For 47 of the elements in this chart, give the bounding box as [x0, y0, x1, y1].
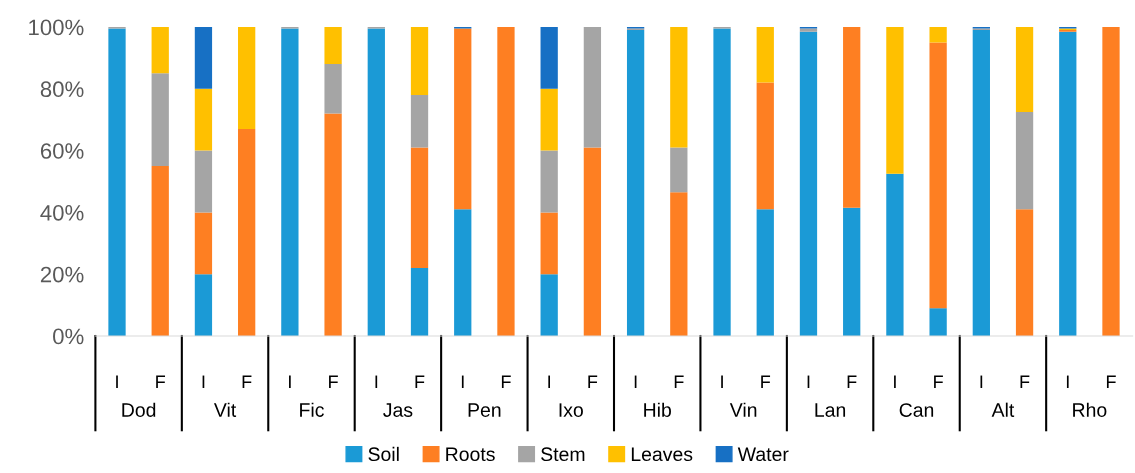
y-tick-label: 80% — [40, 81, 84, 98]
x-tick-label: I — [721, 375, 723, 388]
x-tick-label: F — [415, 375, 425, 388]
legend-label: Roots — [446, 447, 495, 462]
x-tick-label: F — [501, 375, 511, 388]
x-tick-label: I — [202, 375, 205, 388]
text: Dod — [122, 402, 156, 417]
text: Hib — [644, 402, 671, 417]
y-tick-label: 0% — [53, 328, 84, 345]
text: Can — [899, 403, 934, 417]
x-tick-label: I — [461, 375, 464, 388]
x-tick-label: I — [116, 375, 118, 388]
text: Vin — [729, 402, 757, 417]
y-tick-label: 60% — [40, 143, 84, 159]
legend-label: Stem — [541, 447, 585, 462]
y-tick-label: 100% — [29, 19, 84, 36]
x-tick-label: I — [375, 375, 378, 388]
x-tick-label: I — [289, 375, 291, 388]
text: Fic — [300, 402, 324, 417]
x-tick-label: F — [242, 375, 252, 388]
x-tick-label: I — [548, 375, 551, 388]
x-tick-label: I — [980, 375, 983, 388]
legend-label: Soil — [368, 446, 399, 462]
y-tick-label: 20% — [40, 266, 84, 283]
text: Jas — [383, 403, 413, 417]
x-tick-label: F — [847, 375, 857, 388]
x-tick-label: I — [894, 375, 896, 388]
y-tick-label: 40% — [40, 204, 84, 221]
text: Alt — [991, 402, 1015, 417]
x-tick-label: F — [934, 375, 943, 388]
x-tick-label: F — [1020, 375, 1030, 388]
x-tick-label: I — [1066, 375, 1069, 388]
x-tick-label: I — [807, 375, 810, 388]
x-tick-label: F — [674, 375, 684, 388]
x-tick-label: F — [156, 375, 166, 388]
text: Vit — [213, 402, 237, 417]
x-tick-label: F — [761, 375, 771, 388]
text: Rho — [1073, 402, 1107, 417]
text: Ixo — [559, 403, 583, 417]
text: Lan — [815, 403, 846, 417]
x-tick-label: F — [588, 375, 598, 388]
x-tick-label: I — [634, 375, 637, 388]
legend-label: Water — [737, 447, 789, 462]
x-tick-label: F — [1106, 375, 1116, 388]
legend-label: Leaves — [631, 447, 693, 462]
text: Pen — [468, 403, 501, 417]
x-tick-label: F — [329, 375, 338, 388]
